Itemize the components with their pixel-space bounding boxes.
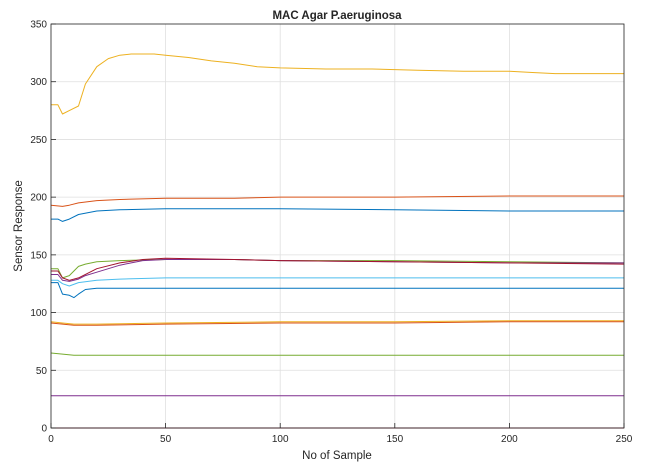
x-tick-label: 50 [160,434,172,445]
series-line-11 [50,352,624,356]
chart-title: MAC Agar P.aeruginosa [272,10,402,22]
y-tick-label: 150 [30,250,47,261]
series-line-6 [51,257,625,281]
series-line-4 [51,259,625,279]
y-tick-label: 300 [30,77,47,88]
series-line-2 [50,195,624,207]
y-tick-label: 350 [30,20,47,31]
series-line-9 [50,320,624,325]
series-line-8 [51,282,624,299]
plot-frame [50,23,625,429]
x-tick-label: 200 [501,434,518,445]
x-tick-label: 250 [616,434,633,445]
series-line-10 [50,321,624,326]
plot-area [51,24,624,428]
y-tick-label: 100 [30,308,47,319]
x-tick-label: 0 [48,434,54,445]
x-axis-label: No of Sample [302,450,372,462]
series-line-7 [51,277,624,287]
x-tick-label: 150 [386,434,403,445]
series-line-1 [51,53,624,115]
y-axis-label: Sensor Response [13,180,25,271]
series-line-3 [51,208,624,222]
axis-ticks: 0 50 100 150 200 250 0 50 100 150 200 250 300 350 [30,20,632,446]
y-tick-label: 200 [30,193,47,204]
y-tick-label: 50 [36,366,48,377]
x-tick-label: 100 [272,434,289,445]
y-tick-label: 0 [41,424,47,435]
y-tick-label: 250 [30,135,47,146]
